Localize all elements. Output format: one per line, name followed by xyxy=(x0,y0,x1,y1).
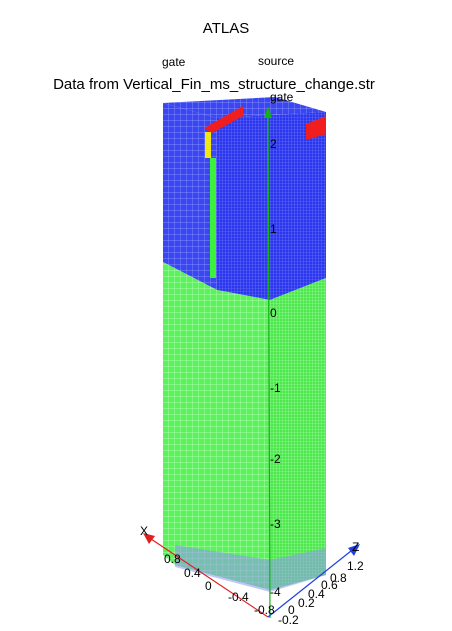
x-axis-line xyxy=(147,536,269,618)
z-axis-name: Z xyxy=(352,540,359,554)
z-axis-line xyxy=(267,546,357,618)
z-tick: 0.2 xyxy=(298,596,315,610)
x-tick: -0.4 xyxy=(228,590,249,604)
x-axis-arrow xyxy=(143,533,155,544)
top-face xyxy=(163,97,326,118)
base-face xyxy=(175,545,326,592)
x-axis-name: X xyxy=(140,524,148,538)
source-contact-red xyxy=(306,116,326,140)
gate-label: gate xyxy=(162,55,186,69)
x-tick: 0.8 xyxy=(164,552,181,566)
y-tick: 0 xyxy=(270,306,277,320)
contact-red-strip xyxy=(204,106,243,133)
z-tick: 0 xyxy=(288,603,295,617)
plot-title: ATLAS xyxy=(202,20,250,37)
plot-subtitle: Data from Vertical_Fin_ms_structure_chan… xyxy=(53,76,375,93)
y-ticks: 2 1 0 -1 -2 -3 -4 xyxy=(270,137,281,599)
x-tick: 0.4 xyxy=(184,566,201,580)
z-tick: 0.4 xyxy=(308,587,325,601)
gate-oxide-side-face xyxy=(217,112,326,300)
source-label: source xyxy=(258,54,295,68)
gate-axis-label: gate xyxy=(270,90,294,104)
x-tick: 0 xyxy=(205,579,212,593)
y-tick: -3 xyxy=(270,517,281,531)
contact-green-strip xyxy=(210,158,216,278)
y-tick: 1 xyxy=(270,222,277,236)
y-axis-arrow xyxy=(264,106,272,118)
z-tick: -0.2 xyxy=(278,613,299,627)
x-tick: -0.8 xyxy=(254,603,275,617)
contact-yellow-strip xyxy=(205,132,211,158)
z-tick: 1.2 xyxy=(347,559,364,573)
y-tick: -2 xyxy=(270,452,281,466)
z-tick: 0.8 xyxy=(330,571,347,585)
gate-oxide-front-face xyxy=(163,103,217,290)
y-tick: 2 xyxy=(270,137,277,151)
z-axis-arrow xyxy=(348,544,360,556)
z-tick: 0.6 xyxy=(321,578,338,592)
y-axis-line xyxy=(267,111,271,619)
x-ticks: 0.8 0.4 0 -0.4 -0.8 xyxy=(164,552,275,617)
y-tick: -1 xyxy=(270,381,281,395)
silicon-front-face xyxy=(163,262,270,590)
silicon-side-face xyxy=(270,278,326,590)
y-tick: -4 xyxy=(270,585,281,599)
z-ticks: 1.2 0.8 0.6 0.4 0.2 0 -0.2 xyxy=(278,559,364,627)
